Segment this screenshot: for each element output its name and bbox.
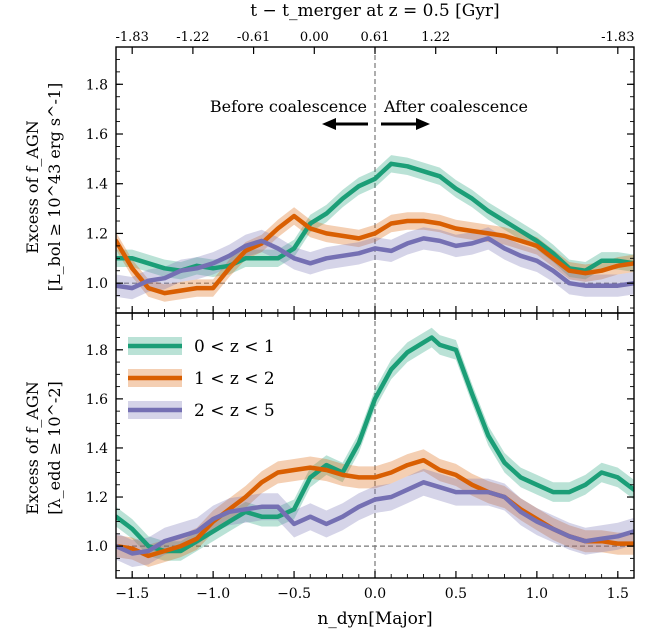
y-tick-label: 1.4 [86,177,108,193]
annotation-before: Before coalescence [210,97,367,116]
series-line-2 [116,236,634,291]
top-tick-label: -1.83 [116,30,149,45]
legend: 0 < z < 1 1 < z < 2 2 < z < 5 [128,337,275,421]
top-tick-label: 0.00 [300,30,329,45]
ylabel-top-line2: [L_bol ≥ 10^43 erg s^-1] [45,83,64,292]
top-tick-label: -1.83 [601,30,634,45]
x-tick-label: 0.5 [445,586,467,602]
ylabel-top-line1: Excess of f_AGN [23,120,42,254]
x-tick-label: −0.5 [277,586,311,602]
x-tick-label: −1.5 [115,586,149,602]
arrow-left [322,118,368,130]
top-tick-label: -1.22 [176,30,209,45]
y-tick-label: 1.8 [86,77,108,93]
ylabel-bottom-line1: Excess of f_AGN [23,381,42,515]
top-tick-label: -0.61 [237,30,270,45]
legend-label: 1 < z < 2 [194,369,275,389]
legend-label: 0 < z < 1 [194,337,275,357]
series-line-0 [116,335,634,554]
x-tick-label: 0.0 [364,586,386,602]
x-tick-label: 1.0 [526,586,548,602]
x-tick-label: −1.0 [196,586,230,602]
x-tick-label: 1.5 [607,586,629,602]
ylabel-top: Excess of f_AGN [L_bol ≥ 10^43 erg s^-1] [23,83,64,292]
series-band-0 [116,327,634,561]
ylabel-bottom: Excess of f_AGN [λ_edd ≥ 10^-2] [23,381,64,515]
series-line-2 [116,480,634,556]
ylabel-bottom-line2: [λ_edd ≥ 10^-2] [45,381,64,515]
top-tick-label: 0.61 [361,30,390,45]
y-tick-label: 1.6 [86,392,108,408]
y-tick-label: 1.2 [86,490,108,506]
panel-bottom: 1.0 1.2 1.4 1.6 1.8 −1.5 −1.0 −0.5 0.0 0.5 1.0 1.5 0… [86,312,635,602]
top-tick-label: 1.22 [421,30,450,45]
series-band-1 [116,449,634,567]
series-band-2 [116,468,634,567]
series-line-1 [116,213,634,296]
y-tick-label: 1.0 [86,276,108,292]
x-axis-label: n_dyn[Major] [317,609,432,629]
arrow-right [381,118,430,130]
y-tick-label: 1.4 [86,441,108,457]
series-band-1 [116,207,634,302]
top-axis-label: t − t_merger at z = 0.5 [Gyr] [250,1,499,21]
legend-label: 2 < z < 5 [194,401,275,421]
y-tick-label: 1.0 [86,539,108,555]
y-tick-label: 1.6 [86,127,108,143]
annotation-after: After coalescence [383,97,528,116]
panel-top: 1.0 1.2 1.4 1.6 1.8 -1.83 -1.22 -0.61 0.00 0.61 1.… [86,30,635,314]
y-tick-label: 1.2 [86,226,108,242]
y-tick-label: 1.8 [86,343,108,359]
